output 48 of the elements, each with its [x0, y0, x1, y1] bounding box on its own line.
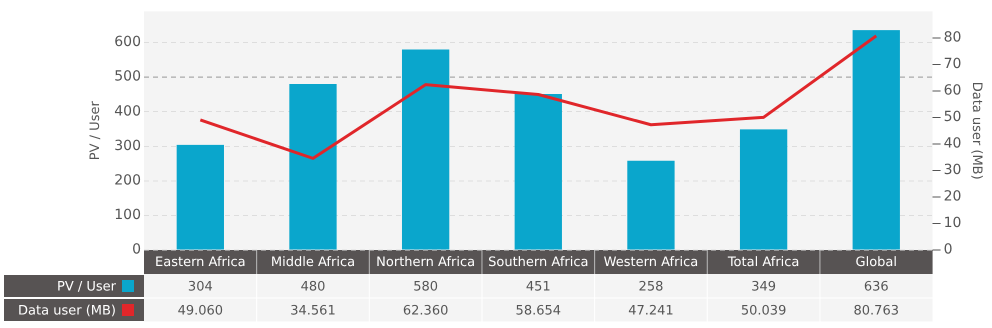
x-tick-label: Southern Africa — [488, 255, 588, 270]
data-label: 304 — [188, 279, 213, 294]
y2-axis-title: Data user (MB) — [968, 82, 984, 180]
data-label: 580 — [413, 279, 438, 294]
data-label: 62.360 — [402, 303, 448, 318]
y2-tick-label: 10 — [944, 215, 962, 232]
y-tick-label: 600 — [114, 34, 141, 50]
bar — [852, 30, 900, 250]
x-tick-label: Total Africa — [726, 255, 800, 270]
y2-tick-label: 70 — [944, 56, 962, 72]
y2-tick-label: 20 — [944, 188, 962, 205]
y2-tick-label: 80 — [944, 30, 962, 46]
bar — [740, 129, 788, 250]
x-tick-label: Middle Africa — [270, 255, 356, 270]
y-tick-label: 500 — [114, 68, 141, 85]
legend-label: Data user (MB) — [18, 303, 116, 318]
data-label: 258 — [638, 279, 664, 294]
data-label: 50.039 — [740, 303, 786, 318]
y2-tick-label: 0 — [944, 242, 953, 258]
bar — [176, 144, 224, 250]
y-tick-label: 200 — [114, 172, 141, 188]
data-label: 451 — [526, 279, 551, 294]
x-tick-label: Eastern Africa — [155, 255, 246, 270]
data-label: 349 — [751, 279, 776, 294]
data-label: 636 — [864, 279, 889, 294]
y-tick-label: 300 — [114, 138, 141, 154]
data-label: 80.763 — [854, 303, 900, 318]
y2-tick-label: 60 — [944, 82, 962, 99]
data-label: 47.241 — [628, 303, 674, 318]
y2-tick-label: 50 — [944, 109, 962, 126]
bar — [289, 84, 337, 250]
data-label: 480 — [300, 279, 326, 294]
x-tick-label: Global — [856, 255, 897, 270]
y-tick-label: 400 — [114, 103, 141, 120]
y-tick-label: 0 — [132, 242, 141, 258]
x-tick-label: Western Africa — [604, 255, 698, 270]
y-axis-title: PV / User — [88, 100, 104, 160]
data-label: 34.561 — [290, 303, 336, 318]
data-label: 49.060 — [178, 303, 224, 318]
y2-tick-label: 40 — [944, 136, 962, 152]
legend-label: PV / User — [56, 279, 117, 294]
bar — [514, 94, 562, 250]
data-label: 58.654 — [516, 303, 562, 318]
bar — [402, 49, 450, 250]
x-tick-label: Northern Africa — [376, 255, 476, 270]
y2-tick-label: 30 — [944, 162, 962, 178]
y-tick-label: 100 — [114, 207, 141, 224]
bar — [627, 160, 675, 250]
